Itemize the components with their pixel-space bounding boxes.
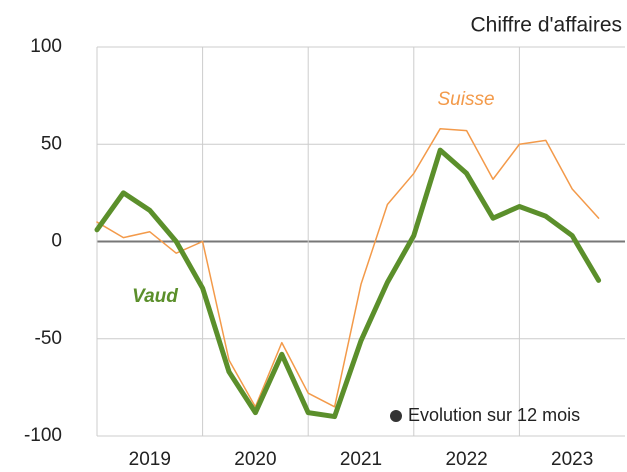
series-label: Suisse [437, 89, 494, 110]
x-tick-label: 2021 [340, 449, 382, 470]
chart-title: Chiffre d'affaires [471, 14, 622, 37]
y-tick-label: -50 [35, 328, 62, 349]
line-series [96, 127, 600, 408]
series-label: Vaud [132, 286, 178, 307]
legend-note: Evolution sur 12 mois [408, 405, 580, 425]
legend-dot [390, 410, 402, 422]
x-tick-label: 2022 [445, 449, 487, 470]
y-tick-label: -100 [24, 425, 62, 446]
line-series [94, 147, 602, 420]
y-tick-label: 0 [51, 231, 62, 252]
x-tick-label: 2019 [129, 449, 171, 470]
y-tick-label: 50 [41, 133, 62, 154]
x-tick-label: 2023 [551, 449, 593, 470]
x-tick-label: 2020 [234, 449, 276, 470]
y-tick-label: 100 [30, 36, 62, 57]
